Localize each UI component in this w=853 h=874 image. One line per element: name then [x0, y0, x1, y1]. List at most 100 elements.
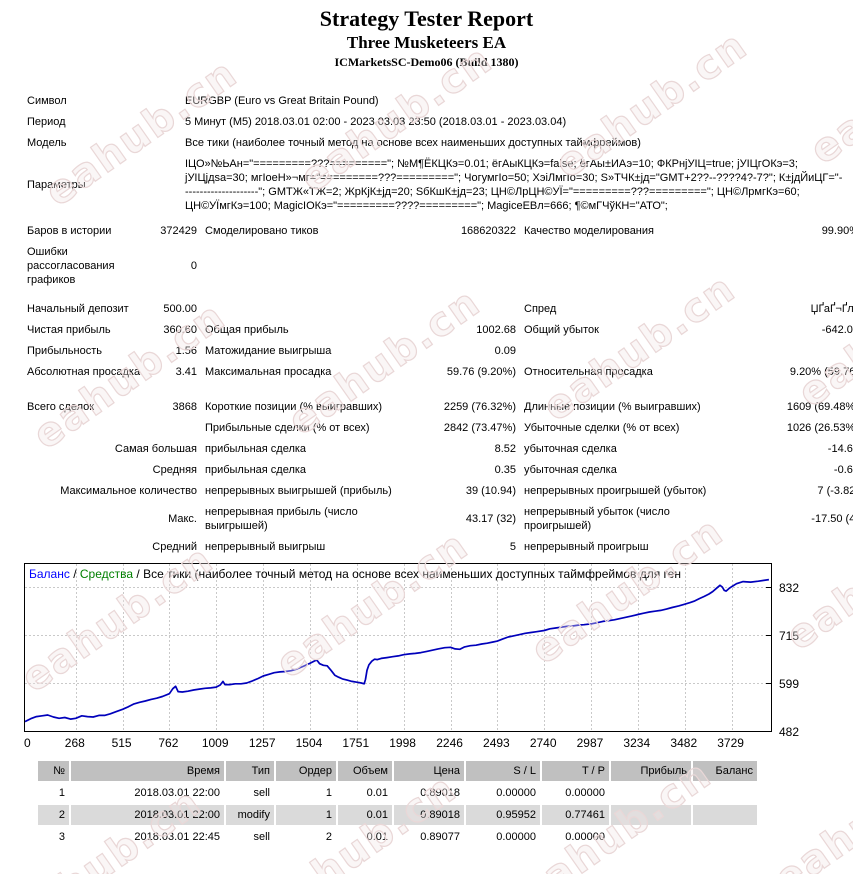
stats-label: непрерывный выигрыш — [205, 541, 326, 553]
stats-label: Короткие позиции (% выигравших) — [205, 401, 383, 413]
trade-cell — [611, 827, 691, 847]
x-tick-label: 1009 — [201, 736, 229, 750]
trades-header-cell: Прибыль — [611, 761, 691, 781]
stats-label: Всего сделок — [27, 401, 95, 413]
stats-value: 360.60 — [163, 324, 197, 336]
stats-label: Качество моделирования — [524, 225, 654, 237]
balance-chart: Баланс / Средства / Все тики (наиболее т… — [24, 563, 772, 732]
stats-label: Матожидание выигрыша — [205, 345, 332, 357]
x-tick-label: 762 — [158, 736, 179, 750]
stats-value: 0 — [190, 260, 197, 272]
stats-value: 372429 — [160, 225, 197, 237]
stats-value: -642.08 — [821, 324, 853, 336]
params-value: IЦО»№ЬАн="=========???========="; №М¶ЁКЦ… — [185, 158, 843, 212]
trade-cell: 0.95952 — [466, 805, 540, 825]
stats-value: 0.09 — [494, 345, 516, 357]
stats-label: прибыльная сделка — [205, 443, 307, 455]
stats-label: Прибыльные сделки (% от всех) — [205, 422, 370, 434]
stats-row: Всего сделок 3868 Короткие позиции (% выиг… — [27, 397, 853, 418]
stats-row: Прибыльные сделки (% от всех) 2842 (73.47… — [27, 418, 853, 439]
trade-cell: 3 — [38, 827, 69, 847]
stats-row: Самая большая прибыльная сделка 8.52 убыточ… — [27, 439, 853, 460]
symbol-row: Символ EURGBP (Euro vs Great Britain Pou… — [27, 91, 843, 112]
stats-label: Баров в истории — [27, 225, 112, 237]
trade-row: 1 2018.03.01 22:00 sell 1 0.01 0.89018 0.00000… — [38, 783, 757, 803]
stats-label: Спред — [524, 303, 557, 315]
stats-label — [516, 341, 724, 362]
stats-label: прибыльная сделка — [205, 464, 307, 476]
stats-label: Длинные позиции (% выигравших) — [524, 401, 701, 413]
stats-value: 0.35 — [494, 464, 516, 476]
stats-value: -0.63 — [833, 464, 853, 476]
trades-header-cell: Ордер — [276, 761, 336, 781]
stats-row — [27, 383, 853, 397]
trade-cell: 0.01 — [338, 783, 392, 803]
symbol-label: Символ — [27, 95, 67, 107]
x-tick-label: 268 — [64, 736, 85, 750]
stats-row: Максимальное количество непрерывных выигр… — [27, 481, 853, 502]
stats-row: Средняя прибыльная сделка 0.35 убыточная сд… — [27, 460, 853, 481]
balance-curve-svg — [25, 564, 771, 731]
stats-value — [395, 242, 516, 291]
x-axis-labels: 0 268 515 762 1009 1257 1504 1751 1998 2246 2493 27… — [0, 732, 853, 753]
x-tick-label: 2740 — [529, 736, 557, 750]
trades-header-cell: T / P — [542, 761, 609, 781]
trade-cell: 2018.03.01 22:45 — [71, 827, 224, 847]
stats-label: Чистая прибыль — [27, 324, 111, 336]
trade-cell: 2018.03.01 22:00 — [71, 783, 224, 803]
stats-value: 99.90% — [821, 225, 853, 237]
trade-cell: 1 — [38, 783, 69, 803]
stats-value: 1002.68 — [476, 324, 516, 336]
trade-cell: 2 — [38, 805, 69, 825]
trades-header-cell: Баланс — [693, 761, 757, 781]
stats-label: Максимальное количество — [60, 485, 197, 497]
trade-cell: 0.77461 — [542, 805, 609, 825]
stats-table: Баров в истории 372429 Смоделировано тиков… — [27, 221, 853, 558]
x-tick-label: 1751 — [342, 736, 370, 750]
trades-header-cell: Объем — [338, 761, 392, 781]
stats-label: Средняя — [152, 464, 197, 476]
trade-cell: 0.89018 — [394, 783, 464, 803]
stats-label: Самая большая — [114, 443, 197, 455]
legend-sep1: / — [69, 567, 80, 581]
stats-value — [153, 418, 197, 439]
stats-label: непрерывных выигрышей (прибыль) — [205, 485, 392, 497]
trade-cell — [693, 783, 757, 803]
trade-cell: sell — [226, 827, 274, 847]
stats-row: Баров в истории 372429 Смоделировано тиков… — [27, 221, 853, 242]
stats-label: непрерывных проигрышей (убыток) — [524, 485, 707, 497]
x-tick-label: 3482 — [670, 736, 698, 750]
x-tick-label: 515 — [111, 736, 132, 750]
info-table: Символ EURGBP (Euro vs Great Britain Pou… — [27, 91, 843, 217]
model-row: Модель Все тики (наиболее точный метод н… — [27, 133, 843, 154]
trade-cell: 0.00000 — [542, 827, 609, 847]
stats-label — [27, 418, 153, 439]
stats-label: Относительная просадка — [524, 366, 653, 378]
trade-cell: 2018.03.01 22:00 — [71, 805, 224, 825]
legend-balance: Баланс — [29, 567, 70, 581]
model-value: Все тики (наиболее точный метод на основ… — [185, 137, 641, 149]
chart-legend: Баланс / Средства / Все тики (наиболее т… — [29, 567, 771, 582]
stats-label: убыточная сделка — [524, 443, 617, 455]
stats-label: Максимальная просадка — [205, 366, 332, 378]
stats-value: 7 (-3.82) — [817, 485, 853, 497]
expert-name: Three Musketeers EA — [346, 33, 507, 52]
y-tick-label: 832 — [779, 581, 800, 596]
stats-value: ЏҐаҐ¬ҐлҐ — [810, 303, 853, 315]
stats-label: Общий убыток — [524, 324, 599, 336]
stats-value: 2 — [724, 537, 853, 558]
params-row: Параметры IЦО»№ЬАн="=========???========… — [27, 154, 843, 217]
trades-header-cell: Время — [71, 761, 224, 781]
stats-value: 9.20% (59.76) — [789, 366, 853, 378]
stats-label: непрерывная прибыль (число выигрышей) — [205, 506, 358, 532]
stats-row — [27, 291, 853, 299]
stats-value: 1609 (69.48%) — [786, 401, 853, 413]
stats-label — [197, 242, 395, 291]
stats-label: Смоделировано тиков — [205, 225, 319, 237]
trade-row: 3 2018.03.01 22:45 sell 2 0.01 0.89077 0.00000… — [38, 827, 757, 847]
trade-cell — [693, 805, 757, 825]
stats-value — [724, 242, 853, 291]
trade-cell: 0.89018 — [394, 805, 464, 825]
trade-cell — [611, 805, 691, 825]
